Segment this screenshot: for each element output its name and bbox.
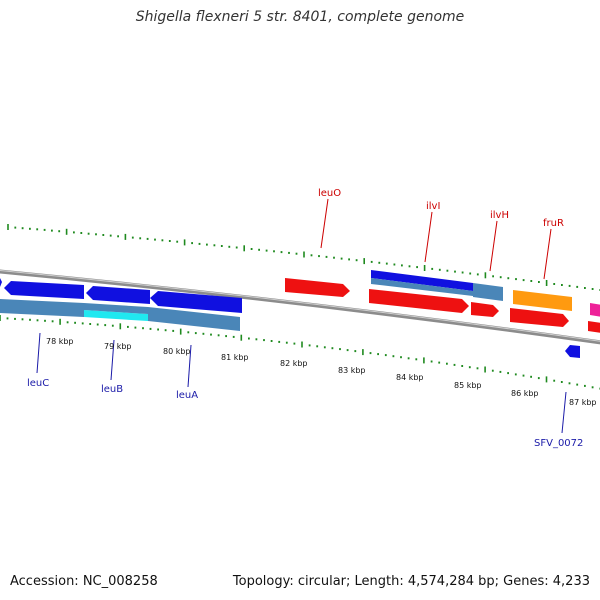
leuO-arrow[interactable] [285,278,350,297]
fruR-bar[interactable] [513,290,572,311]
ilvI-arrow[interactable] [369,289,469,313]
ruler-label-86: 86 kbp [511,389,539,398]
gene-label-leuC[interactable]: leuC [27,378,49,389]
leuB-bar[interactable] [84,310,148,321]
feature-track-right [285,270,600,358]
forward-label-leaders [320,198,552,280]
ilvI-top-arrow[interactable] [371,270,473,291]
ruler-ticks-outer [7,224,600,291]
leuC-arrow[interactable] [4,281,84,299]
ruler-label-79: 79 kbp [104,342,132,351]
leuD-arrow[interactable] [0,278,2,287]
genome-summary-text: Topology: circular; Length: 4,574,284 bp… [232,574,590,589]
genome-backbone-highlight [0,269,600,342]
reverse-label-leaders [36,332,567,434]
leuC-bar[interactable] [0,299,84,317]
gene-label-leuA[interactable]: leuA [176,390,198,401]
leuA-arrow[interactable] [150,291,242,313]
leuB-bar-top[interactable] [84,303,148,314]
gene-label-leuB[interactable]: leuB [101,384,123,395]
ruler-label-87: 87 kbp [569,398,597,407]
ruler-label-81: 81 kbp [221,353,249,362]
ruler-label-83: 83 kbp [338,366,366,375]
ilvI-bar[interactable] [371,278,473,296]
map-title: Shigella flexneri 5 str. 8401, complete … [135,9,465,25]
genome-backbone [0,269,600,345]
gene-label-leuO[interactable]: leuO [318,188,341,199]
ruler-label-82: 82 kbp [280,359,308,368]
SFV_0072-arrow[interactable] [565,345,580,358]
ilvH-arrow[interactable] [471,302,499,317]
ruler-label-84: 84 kbp [396,373,424,382]
next-gene-bar[interactable] [590,303,600,317]
ilvH-bar[interactable] [473,283,503,301]
ruler-ticks-inner [0,315,600,390]
gene-label-fruR[interactable]: fruR [543,218,564,229]
gene-label-ilvI[interactable]: ilvI [426,201,440,212]
ruler-label-78: 78 kbp [46,337,74,346]
feature-track-left [0,278,242,331]
ruler-label-80: 80 kbp [163,347,191,356]
gene-label-ilvH[interactable]: ilvH [490,210,509,221]
accession-text: Accession: NC_008258 [10,574,158,589]
leuB-arrow[interactable] [86,286,150,304]
gene-label-SFV_0072[interactable]: SFV_0072 [534,438,583,449]
leuA-bar[interactable] [148,307,240,331]
fruR-arrow[interactable] [510,308,569,327]
ruler-label-85: 85 kbp [454,381,482,390]
next-gene-arrow[interactable] [588,321,600,333]
